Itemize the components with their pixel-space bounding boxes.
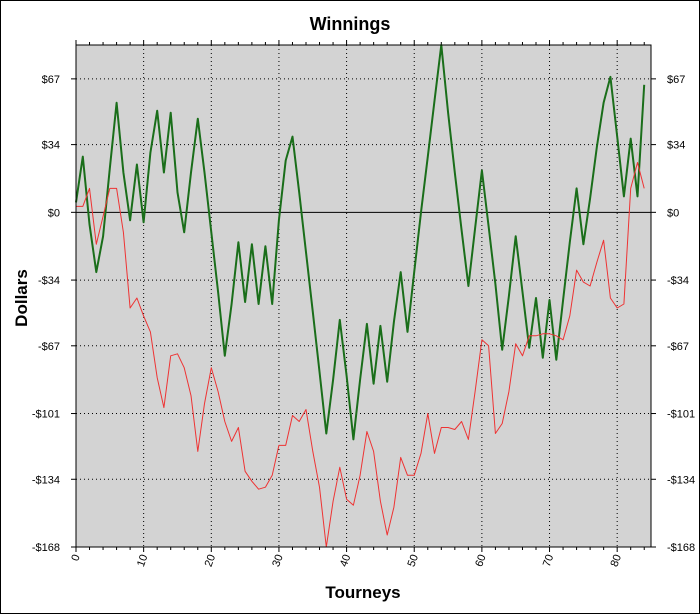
- series-line-2: [76, 162, 645, 548]
- y-tick-label-left: $0: [48, 207, 60, 219]
- chart-title: Winnings: [310, 14, 391, 34]
- y-tick-label-right: -$168: [667, 542, 695, 554]
- x-tick-label: 40: [338, 553, 353, 569]
- y-tick-label-right: $67: [667, 74, 685, 86]
- y-tick-label-left: -$67: [38, 341, 60, 353]
- x-tick-label: 30: [270, 553, 285, 569]
- y-tick-label-left: -$101: [32, 409, 60, 421]
- y-tick-label-left: -$134: [32, 474, 60, 486]
- x-tick-label: 60: [473, 553, 488, 569]
- plot-background: [75, 44, 652, 548]
- y-tick-label-right: -$134: [667, 474, 695, 486]
- y-tick-label-left: -$168: [32, 542, 60, 554]
- x-tick-label: 10: [135, 553, 150, 569]
- plot-area: 0 10 20 30 40 50 60 70 80 $67 $67 $34 $34 $0 $0 -$34 -$3…: [32, 40, 695, 569]
- y-tick-label-left: $34: [42, 140, 60, 152]
- x-tick-label: 80: [609, 553, 624, 569]
- x-tick-label: 0: [69, 553, 82, 563]
- y-tick-label-right: $0: [667, 207, 679, 219]
- x-axis-title: Tourneys: [325, 583, 400, 602]
- y-tick-label-right: -$34: [667, 275, 689, 287]
- y-tick-label-right: -$67: [667, 341, 689, 353]
- y-tick-label-left: $67: [42, 74, 60, 86]
- x-tick-label: 50: [406, 553, 421, 569]
- y-tick-label-right: $34: [667, 140, 685, 152]
- y-axis-title: Dollars: [12, 269, 31, 327]
- y-tick-label-left: -$34: [38, 275, 60, 287]
- series-line-1: [75, 44, 646, 441]
- y-tick-label-right: -$101: [667, 409, 695, 421]
- plot-border: [75, 44, 652, 548]
- x-tick-label: 70: [541, 553, 556, 569]
- x-tick-label: 20: [203, 553, 218, 569]
